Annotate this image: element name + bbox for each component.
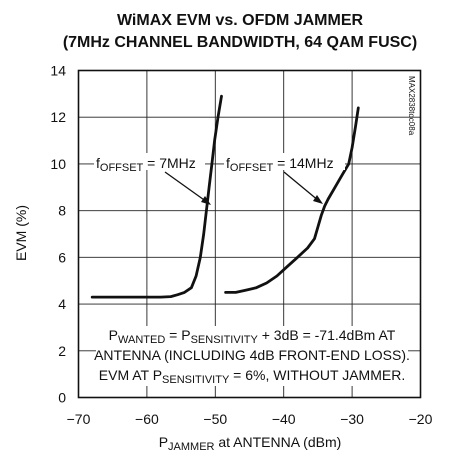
y-tick-label: 0 (58, 390, 66, 406)
y-ticks: 0 2 4 6 8 10 12 14 (50, 63, 66, 406)
y-tick-label: 12 (50, 109, 66, 125)
y-tick-label: 8 (58, 203, 66, 219)
y-tick-label: 4 (58, 296, 66, 312)
annotation-14mhz: fOFFSET = 14MHz (224, 153, 345, 204)
y-tick-label: 6 (58, 249, 66, 265)
x-tick-label: −70 (67, 411, 91, 427)
annotation-14mhz-bg (224, 153, 345, 170)
annotation-14mhz-arrow (283, 171, 320, 202)
x-ticks: −70 −60 −50 −40 −30 −20 (67, 411, 433, 427)
x-tick-label: −20 (409, 411, 433, 427)
chart-subtitle: (7MHz CHANNEL BANDWIDTH, 64 QAM FUSC) (63, 34, 417, 51)
series-lines (90, 94, 360, 299)
annotation-7mhz-sub: OFFSET (100, 162, 144, 174)
note-box: PWANTED = PSENSITIVITY + 3dB = -71.4dBm … (94, 326, 410, 386)
annotation-7mhz: fOFFSET = 7MHz (94, 153, 211, 205)
note-line-3-a-sub: SENSITIVITY (162, 374, 230, 386)
annotation-14mhz-arrowhead (313, 195, 323, 204)
figure-id-label: MAX2838toc08a (407, 76, 416, 136)
annotation-14mhz-post: = 14MHz (273, 155, 333, 171)
x-axis-label-sub: JAMMER (168, 441, 215, 453)
note-line-1-a: P (109, 327, 118, 343)
note-line-1-b: = P (165, 327, 190, 343)
chart-title: WiMAX EVM vs. OFDM JAMMER (117, 12, 364, 29)
annotation-7mhz-pre: f (96, 155, 100, 171)
x-tick-label: −60 (135, 411, 159, 427)
annotation-7mhz-label: fOFFSET = 7MHz (96, 155, 196, 174)
x-tick-label: −50 (203, 411, 227, 427)
note-line-1-c: + 3dB = -71.4dBm AT (258, 327, 396, 343)
note-line-2: ANTENNA (INCLUDING 4dB FRONT-END LOSS). (94, 347, 410, 363)
x-axis-label-main: P (159, 434, 168, 450)
annotation-14mhz-sub: OFFSET (230, 162, 274, 174)
note-line-3: EVM AT PSENSITIVITY = 6%, WITHOUT JAMMER… (99, 367, 405, 386)
annotation-14mhz-pre: f (226, 155, 230, 171)
annotation-7mhz-arrow (164, 171, 208, 203)
annotation-7mhz-bg (94, 153, 205, 170)
x-tick-label: −30 (340, 411, 364, 427)
note-line-3-a: EVM AT P (99, 367, 162, 383)
y-tick-label: 10 (50, 156, 66, 172)
y-tick-label: 14 (50, 63, 66, 79)
annotation-7mhz-arrowhead (201, 196, 211, 205)
x-axis-label: PJAMMER at ANTENNA (dBm) (159, 434, 342, 453)
note-line-1-a-sub: WANTED (118, 334, 165, 346)
series-14mhz-line (224, 106, 360, 294)
note-line-3-b: = 6%, WITHOUT JAMMER. (229, 367, 405, 383)
annotation-7mhz-post: = 7MHz (143, 155, 196, 171)
y-axis-label: EVM (%) (13, 205, 29, 261)
plot-frame (77, 69, 422, 399)
x-axis-label-rest: at ANTENNA (dBm) (214, 434, 341, 450)
y-tick-label: 2 (58, 343, 66, 359)
series-7mhz-line (90, 94, 223, 299)
note-line-1: PWANTED = PSENSITIVITY + 3dB = -71.4dBm … (109, 327, 396, 346)
annotation-14mhz-label: fOFFSET = 14MHz (226, 155, 334, 174)
note-box-bg (96, 326, 408, 386)
note-line-1-b-sub: SENSITIVITY (191, 334, 259, 346)
x-tick-label: −40 (272, 411, 296, 427)
